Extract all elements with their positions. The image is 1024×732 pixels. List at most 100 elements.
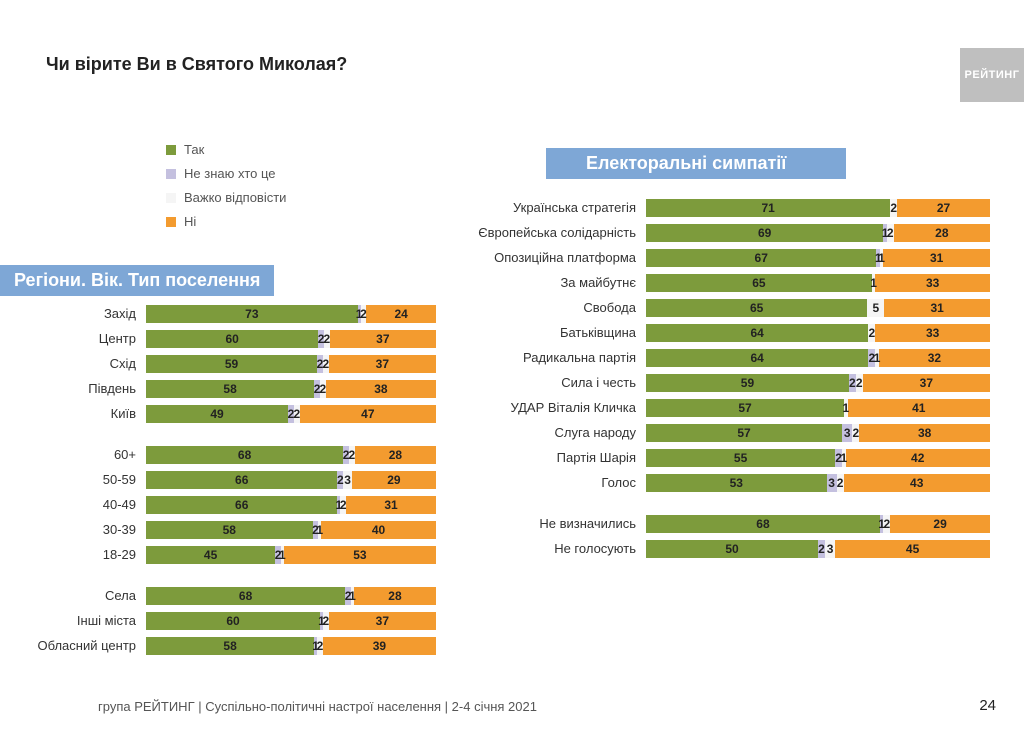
bar-segment-no: 38 (326, 380, 436, 398)
bar-row: 18-29452153 (0, 543, 446, 566)
bar-stack: 65133 (646, 274, 990, 292)
left-charts: Захід731224Центр602237Схід592237Південь5… (0, 302, 446, 675)
bar-row: Не голосують502345 (470, 537, 1000, 560)
bar-segment-yes: 50 (646, 540, 818, 558)
chart-group: 60+68222850-5966232940-4966123130-395821… (0, 443, 446, 566)
bar-segment-hard: 1 (281, 546, 284, 564)
bar-label: Обласний центр (0, 638, 146, 653)
bar-label: Свобода (470, 300, 646, 315)
bar-stack: 691228 (646, 224, 990, 242)
chart-group: Села682128Інші міста601237Обласний центр… (0, 584, 446, 657)
bar-segment-hard: 2 (883, 515, 890, 533)
chart-group: Українська стратегія71227Європейська сол… (470, 196, 1000, 494)
bar-segment-no: 37 (329, 355, 436, 373)
bar-segment-no: 28 (894, 224, 990, 242)
bar-label: 50-59 (0, 472, 146, 487)
bar-segment-yes: 60 (146, 612, 320, 630)
bar-segment-yes: 49 (146, 405, 288, 423)
bar-segment-hard: 2 (324, 330, 330, 348)
bar-segment-no: 47 (300, 405, 436, 423)
bar-segment-dontknow: 2 (337, 471, 343, 489)
bar-row: Батьківщина64233 (470, 321, 1000, 344)
bar-segment-yes: 68 (146, 587, 345, 605)
bar-segment-hard: 5 (867, 299, 884, 317)
bar-stack: 582140 (146, 521, 436, 539)
bar-row: Європейська солідарність691228 (470, 221, 1000, 244)
bar-label: Голос (470, 475, 646, 490)
bar-stack: 581239 (146, 637, 436, 655)
bar-row: Схід592237 (0, 352, 446, 375)
bar-stack: 602237 (146, 330, 436, 348)
bar-label: 40-49 (0, 497, 146, 512)
bar-label: Південь (0, 381, 146, 396)
legend-label: Важко відповісти (184, 186, 286, 210)
bar-stack: 57141 (646, 399, 990, 417)
bar-segment-no: 42 (846, 449, 990, 467)
bar-segment-yes: 59 (646, 374, 849, 392)
bar-segment-yes: 68 (146, 446, 343, 464)
bar-stack: 681229 (646, 515, 990, 533)
bar-row: Не визначились681229 (470, 512, 1000, 535)
bar-label: Українська стратегія (470, 200, 646, 215)
bar-segment-no: 29 (352, 471, 436, 489)
bar-segment-hard: 1 (880, 249, 883, 267)
bar-row: Радикальна партія642132 (470, 346, 1000, 369)
bar-row: Київ492247 (0, 402, 446, 425)
bar-segment-hard: 2 (294, 405, 300, 423)
bar-row: Українська стратегія71227 (470, 196, 1000, 219)
bar-segment-no: 41 (848, 399, 990, 417)
bar-segment-yes: 57 (646, 424, 842, 442)
bar-segment-yes: 58 (146, 637, 314, 655)
bar-label: Слуга народу (470, 425, 646, 440)
legend-item: Не знаю хто це (166, 162, 286, 186)
bar-stack: 601237 (146, 612, 436, 630)
bar-segment-yes: 58 (146, 521, 313, 539)
bar-segment-hard: 3 (343, 471, 352, 489)
chart-group: Захід731224Центр602237Схід592237Південь5… (0, 302, 446, 425)
bar-segment-hard: 2 (837, 474, 844, 492)
bar-stack: 661231 (146, 496, 436, 514)
bar-label: Київ (0, 406, 146, 421)
bar-segment-yes: 67 (646, 249, 876, 267)
bar-segment-yes: 65 (646, 299, 867, 317)
bar-segment-hard: 2 (856, 374, 863, 392)
bar-segment-hard: 2 (323, 612, 329, 630)
bar-segment-yes: 69 (646, 224, 883, 242)
legend-item: Так (166, 138, 286, 162)
bar-segment-hard: 2 (349, 446, 355, 464)
bar-label: 60+ (0, 447, 146, 462)
bar-stack: 65531 (646, 299, 990, 317)
bar-segment-no: 28 (354, 587, 436, 605)
bar-row: Слуга народу573238 (470, 421, 1000, 444)
legend-label: Не знаю хто це (184, 162, 276, 186)
bar-segment-dontknow: 2 (818, 540, 825, 558)
bar-stack: 502345 (646, 540, 990, 558)
bar-segment-no: 38 (859, 424, 990, 442)
legend-item: Важко відповісти (166, 186, 286, 210)
bar-label: УДАР Віталія Кличка (470, 400, 646, 415)
bar-segment-yes: 66 (146, 496, 337, 514)
bar-segment-yes: 64 (646, 324, 868, 342)
bar-segment-no: 31 (346, 496, 436, 514)
bar-segment-hard: 2 (868, 324, 875, 342)
legend-label: Ні (184, 210, 196, 234)
legend-item: Ні (166, 210, 286, 234)
bar-segment-hard: 1 (318, 521, 321, 539)
bar-label: Не визначились (470, 516, 646, 531)
bar-stack: 642132 (646, 349, 990, 367)
bar-stack: 671131 (646, 249, 990, 267)
bar-segment-yes: 55 (646, 449, 835, 467)
bar-segment-hard: 1 (351, 587, 354, 605)
bar-label: 18-29 (0, 547, 146, 562)
bar-segment-hard: 1 (844, 399, 847, 417)
bar-segment-dontknow: 3 (842, 424, 852, 442)
bar-row: Села682128 (0, 584, 446, 607)
legend-swatch (166, 145, 176, 155)
bar-segment-hard: 3 (825, 540, 835, 558)
bar-row: 50-59662329 (0, 468, 446, 491)
bar-stack: 64233 (646, 324, 990, 342)
bar-row: 40-49661231 (0, 493, 446, 516)
bar-label: Села (0, 588, 146, 603)
bar-stack: 592237 (646, 374, 990, 392)
bar-row: Голос533243 (470, 471, 1000, 494)
